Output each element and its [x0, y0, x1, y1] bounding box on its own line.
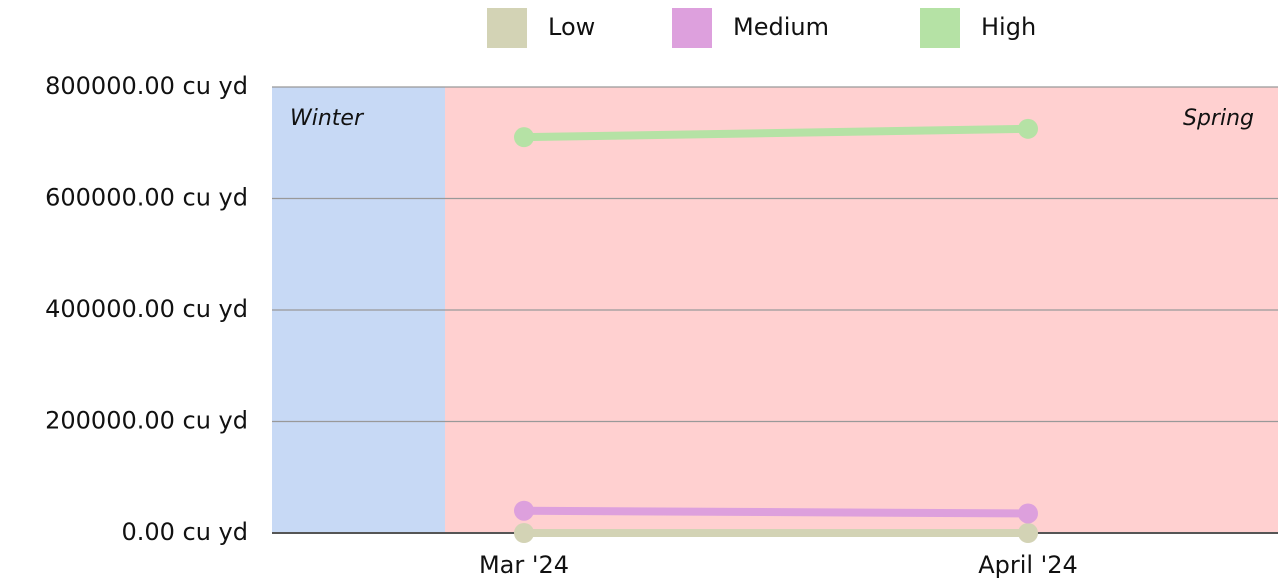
legend-label: High [981, 13, 1036, 41]
legend-swatch [487, 8, 527, 48]
point [1018, 503, 1038, 523]
chart: Winter Spring 0.00 cu yd 200000.00 cu yd 400… [0, 0, 1278, 585]
y-tick-label: 200000.00 cu yd [45, 407, 248, 435]
y-tick-label: 600000.00 cu yd [45, 184, 248, 212]
point [1018, 119, 1038, 139]
legend-label: Low [548, 13, 595, 41]
season-label: Winter [290, 106, 365, 131]
point [514, 523, 534, 543]
x-tick-label: April '24 [978, 551, 1078, 579]
y-tick-label: 400000.00 cu yd [45, 295, 248, 323]
point [514, 501, 534, 521]
y-tick-label: 800000.00 cu yd [45, 72, 248, 100]
legend-swatch [920, 8, 960, 48]
point [1018, 523, 1038, 543]
x-tick-label: Mar '24 [479, 551, 569, 579]
legend-label: Medium [733, 13, 829, 41]
y-tick-label: 0.00 cu yd [121, 518, 248, 546]
season-label: Spring [1183, 106, 1254, 131]
point [514, 127, 534, 147]
series-line [524, 511, 1028, 514]
legend-swatch [672, 8, 712, 48]
